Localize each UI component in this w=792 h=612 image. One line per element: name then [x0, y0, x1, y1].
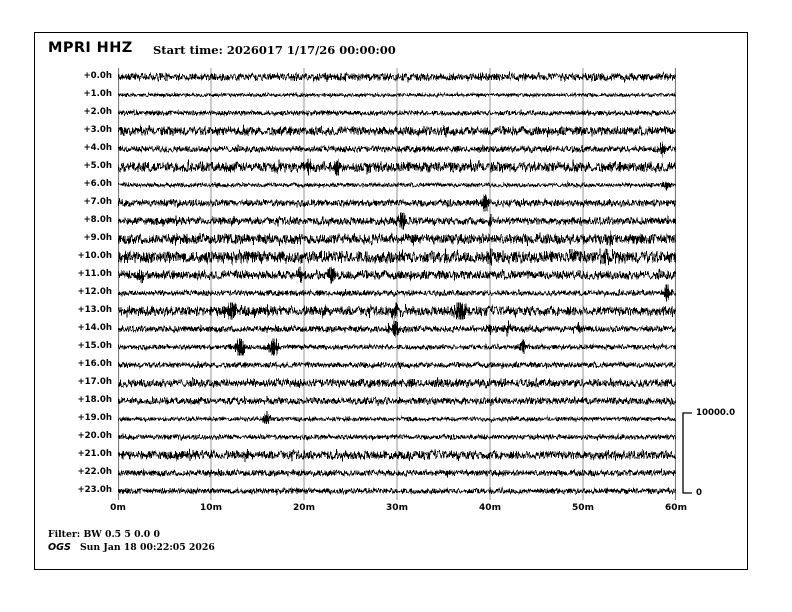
- y-axis-tick-label: +9.0h: [83, 233, 112, 243]
- seismic-trace-hour-5: [118, 158, 676, 176]
- y-axis-tick-label: +10.0h: [77, 251, 112, 261]
- x-axis-tick-label: 40m: [479, 503, 501, 513]
- x-axis-labels: 0m 10m 20m 30m 40m 50m 60m: [110, 503, 687, 519]
- start-time-label: Start time: 2026017 1/17/26 00:00:00: [153, 43, 396, 57]
- y-axis-tick-label: +16.0h: [77, 359, 112, 369]
- page-title: MPRI HHZ: [48, 40, 133, 56]
- y-axis-tick-label: +1.0h: [83, 89, 112, 99]
- x-axis-tick-label: 50m: [572, 503, 594, 513]
- seismogram-plot-area: [118, 68, 676, 500]
- seismic-trace-hour-20: [118, 433, 676, 442]
- y-axis-tick-label: +18.0h: [77, 395, 112, 405]
- y-axis-tick-label: +4.0h: [83, 143, 112, 153]
- seismic-trace-hour-12: [118, 284, 676, 302]
- seismic-trace-hour-22: [118, 468, 676, 478]
- seismic-trace-hour-19: [118, 411, 676, 425]
- y-axis-tick-label: +13.0h: [77, 305, 112, 315]
- y-axis-tick-label: +15.0h: [77, 341, 112, 351]
- y-axis-tick-label: +19.0h: [77, 413, 112, 423]
- seismic-trace-hour-10: [118, 248, 676, 266]
- y-axis-tick-label: +2.0h: [83, 107, 112, 117]
- seismic-trace-hour-14: [118, 320, 676, 338]
- y-axis-tick-label: +11.0h: [77, 269, 112, 279]
- x-axis-tick-label: 10m: [200, 503, 222, 513]
- seismic-trace-hour-4: [118, 141, 676, 158]
- y-axis-tick-label: +20.0h: [77, 431, 112, 441]
- seismic-trace-hour-17: [118, 376, 676, 389]
- x-axis-tick-label: 20m: [293, 503, 315, 513]
- scale-bracket-icon: [682, 412, 692, 494]
- seismic-trace-hour-9: [118, 230, 676, 247]
- seismic-trace-hour-2: [118, 109, 676, 117]
- seismic-trace-hour-0: [118, 71, 676, 83]
- y-axis-tick-label: +7.0h: [83, 197, 112, 207]
- seismic-trace-hour-7: [118, 194, 676, 212]
- y-axis-tick-label: +0.0h: [83, 71, 112, 81]
- x-axis-tick-label: 30m: [386, 503, 408, 513]
- organization-label: OGS: [48, 542, 71, 553]
- amplitude-scale-bar: 10000.0 0: [678, 408, 742, 504]
- y-axis-tick-label: +3.0h: [83, 125, 112, 135]
- seismic-trace-hour-21: [118, 448, 676, 462]
- y-axis-tick-label: +21.0h: [77, 449, 112, 459]
- y-axis-tick-label: +22.0h: [77, 467, 112, 477]
- y-axis-tick-label: +14.0h: [77, 323, 112, 333]
- x-axis-tick-label: 60m: [665, 503, 687, 513]
- y-axis-tick-label: +6.0h: [83, 179, 112, 189]
- filter-label: Filter: BW 0.5 5 0.0 0: [48, 529, 160, 540]
- seismic-trace-hour-15: [118, 338, 676, 356]
- seismic-trace-hour-6: [118, 180, 676, 191]
- x-axis-tick-label: 0m: [110, 503, 126, 513]
- y-axis-labels: +0.0h +1.0h +2.0h +3.0h +4.0h +5.0h +6.0h +7.0h…: [46, 68, 112, 500]
- seismic-trace-hour-11: [118, 266, 676, 284]
- seismic-trace-hour-18: [118, 395, 676, 407]
- seismic-trace-hour-13: [118, 302, 676, 321]
- scale-bottom-label: 0: [696, 488, 702, 498]
- seismic-trace-hour-8: [118, 212, 676, 230]
- footer: Filter: BW 0.5 5 0.0 0 OGS Sun Jan 18 00:…: [48, 529, 468, 554]
- seismic-trace-hour-23: [118, 486, 676, 496]
- render-timestamp: Sun Jan 18 00:22:05 2026: [79, 542, 215, 553]
- seismic-trace-hour-16: [118, 360, 676, 370]
- y-axis-tick-label: +23.0h: [77, 485, 112, 495]
- y-axis-tick-label: +8.0h: [83, 215, 112, 225]
- scale-top-label: 10000.0: [696, 408, 736, 418]
- y-axis-tick-label: +5.0h: [83, 161, 112, 171]
- credit-line: OGS Sun Jan 18 00:22:05 2026: [48, 542, 468, 554]
- y-axis-tick-label: +17.0h: [77, 377, 112, 387]
- seismic-trace-hour-1: [118, 91, 676, 99]
- seismogram-traces: [118, 68, 676, 500]
- seismic-trace-hour-3: [118, 124, 676, 138]
- y-axis-tick-label: +12.0h: [77, 287, 112, 297]
- plot-frame: [34, 32, 748, 570]
